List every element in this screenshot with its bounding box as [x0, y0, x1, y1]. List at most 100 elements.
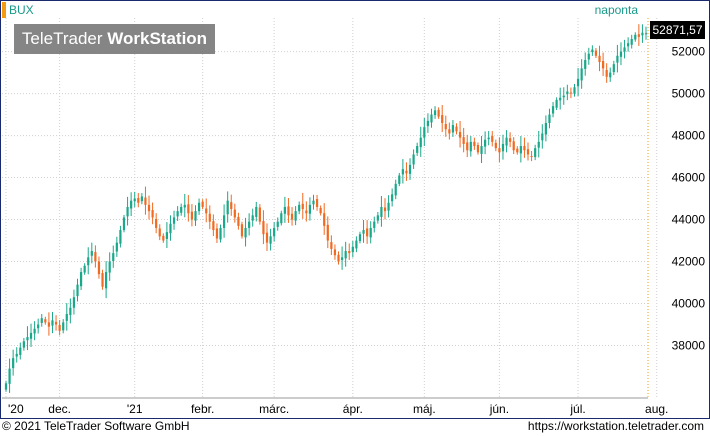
candle	[369, 221, 372, 244]
candle	[119, 225, 122, 248]
candle	[290, 207, 294, 226]
period-label: naponta	[594, 3, 638, 17]
candle-body	[534, 148, 537, 158]
candle	[165, 222, 169, 249]
candle	[205, 198, 208, 223]
candle	[251, 208, 254, 227]
candle-body	[54, 321, 58, 325]
candle-body	[258, 207, 261, 222]
candle	[280, 210, 283, 226]
candle-body	[630, 38, 633, 45]
candle-body	[473, 141, 476, 147]
candle	[573, 83, 576, 97]
candle-body	[51, 320, 54, 326]
candle-body	[172, 217, 176, 224]
candle-body	[605, 69, 608, 77]
candle-body	[298, 204, 301, 212]
candle	[4, 380, 8, 392]
candle	[333, 244, 337, 260]
candle	[94, 245, 97, 268]
symbol-color-marker	[2, 2, 6, 18]
candle	[516, 146, 519, 155]
candle	[419, 126, 422, 157]
candle	[466, 134, 469, 158]
candle-body	[133, 198, 136, 202]
candle	[405, 162, 408, 181]
candle-body	[101, 273, 104, 287]
candle	[430, 108, 433, 128]
candle-body	[612, 64, 615, 73]
candle-body	[619, 51, 623, 57]
candle	[587, 47, 590, 65]
candle-body	[441, 115, 444, 123]
candle	[87, 247, 90, 275]
candle-body	[548, 114, 551, 123]
candle-body	[79, 272, 83, 287]
candle-body	[219, 227, 222, 240]
y-tick-label: 38000	[672, 339, 706, 353]
candle-body	[523, 146, 526, 151]
y-tick-label: 50000	[672, 87, 706, 101]
candle-body	[119, 230, 122, 244]
candle-body	[183, 204, 186, 208]
candle	[380, 196, 383, 227]
candle-body	[215, 228, 219, 239]
candle	[591, 45, 594, 56]
candle	[40, 314, 43, 327]
candle-body	[255, 206, 258, 217]
candle	[412, 149, 415, 169]
candle	[437, 107, 440, 119]
candle-body	[566, 91, 569, 95]
x-tick-label: '21	[127, 402, 143, 416]
candle-body	[165, 232, 169, 239]
candle	[162, 233, 165, 243]
candle-body	[616, 55, 619, 63]
candle	[101, 269, 104, 290]
gridlines	[2, 18, 658, 399]
candle-body	[273, 227, 276, 237]
candle	[519, 135, 522, 163]
candle-body	[405, 170, 408, 174]
candle	[8, 358, 11, 393]
copyright-text: © 2021 TeleTrader Software GmbH	[2, 419, 190, 433]
candle	[283, 196, 286, 223]
candle-body	[140, 196, 143, 202]
candle-body	[430, 114, 433, 123]
candle	[526, 142, 530, 161]
candle	[376, 211, 379, 224]
candle-body	[355, 240, 358, 249]
candle-body	[115, 242, 118, 252]
candle	[326, 216, 329, 249]
candle-body	[526, 149, 530, 155]
candle	[616, 44, 619, 73]
candle-body	[509, 138, 512, 142]
candle	[83, 263, 86, 275]
candle-body	[512, 141, 515, 151]
x-axis: '20 dec. '21 febr. márc. ápr. máj. jún. júl. aug.…	[8, 402, 668, 416]
candle-body	[26, 337, 29, 341]
y-tick-label: 52000	[672, 45, 706, 59]
candle-body	[369, 227, 372, 238]
x-tick-label: dec.	[48, 402, 71, 416]
candle	[65, 303, 68, 331]
candle	[541, 124, 544, 149]
candle-body	[248, 221, 251, 228]
candle	[462, 127, 465, 153]
candle-body	[230, 202, 233, 210]
candle-body	[437, 109, 440, 117]
candle-body	[333, 249, 337, 256]
candle	[208, 205, 211, 230]
candle-body	[194, 211, 197, 221]
candle	[401, 159, 404, 184]
candle-body	[87, 257, 90, 266]
candle-body	[491, 136, 494, 142]
candle-body	[147, 204, 151, 212]
candle-body	[530, 156, 533, 158]
candle-body	[634, 34, 637, 40]
candle-body	[516, 148, 519, 153]
candle-body	[240, 224, 244, 237]
candle	[112, 245, 115, 268]
candle-body	[122, 217, 126, 231]
candle-body	[416, 146, 419, 153]
candle-body	[330, 242, 333, 249]
